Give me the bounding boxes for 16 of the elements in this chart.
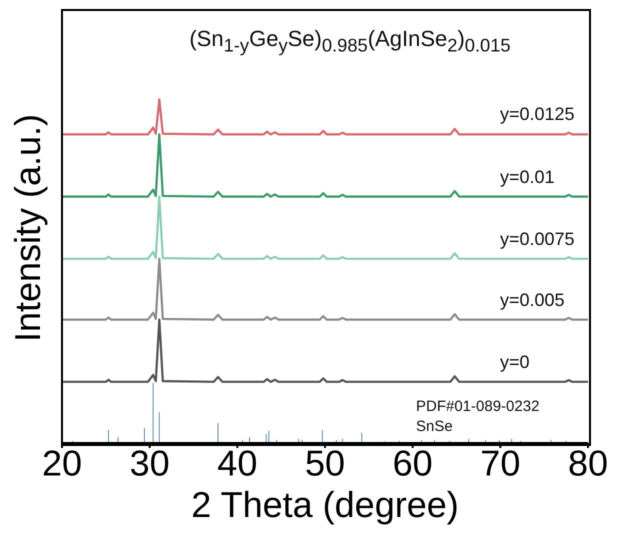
y-axis-title: Intensity (a.u.) xyxy=(6,112,49,344)
series-label: y=0.01 xyxy=(500,166,555,188)
series-label: PDF#01-089-0232 SnSe xyxy=(416,397,540,437)
series-label: y=0 xyxy=(500,352,530,373)
x-tick-label: 50 xyxy=(304,442,346,484)
series-label: y=0.005 xyxy=(500,290,565,311)
x-tick-label: 30 xyxy=(130,442,170,484)
x-tick-label: 80 xyxy=(568,442,608,484)
x-axis-title: 2 Theta (degree) xyxy=(190,484,460,526)
series-label: y=0.0075 xyxy=(500,228,575,250)
x-tick-label: 40 xyxy=(217,442,258,484)
x-tick-label: 20 xyxy=(42,442,82,484)
series-label: y=0.0125 xyxy=(500,104,575,126)
x-tick-label: 60 xyxy=(392,442,433,484)
x-tick-label: 70 xyxy=(480,442,520,484)
chart-title: (Sn$_{1-y}$Ge$_{y}$Se)$_{0.985}$(AgInSe$_{2}$)$_{0.015}$ xyxy=(189,26,511,56)
